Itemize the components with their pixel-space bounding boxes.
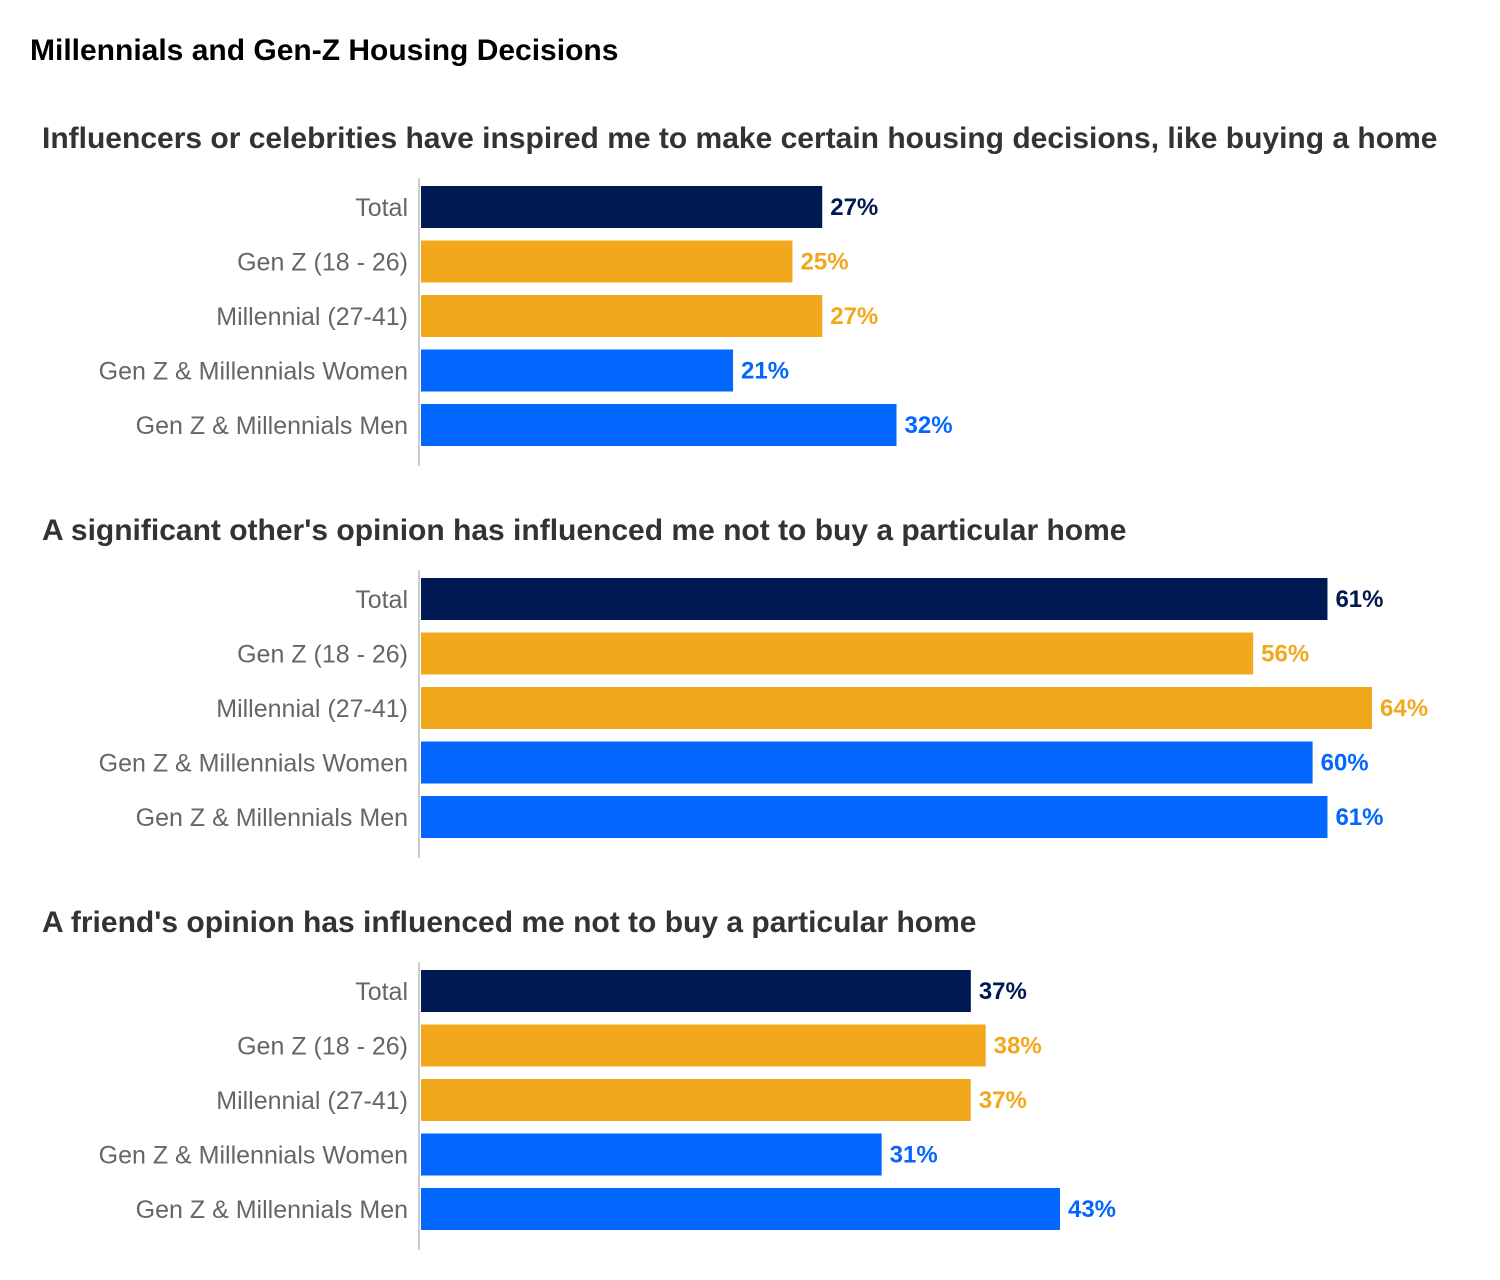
- chart-2-title: A significant other's opinion has influe…: [42, 514, 1127, 547]
- category-label: Millennial (27-41): [216, 1087, 408, 1115]
- data-label: 43%: [1068, 1196, 1116, 1223]
- chart-3-title: A friend's opinion has influenced me not…: [42, 906, 977, 939]
- category-label: Gen Z (18 - 26): [237, 249, 408, 277]
- data-label: 25%: [801, 249, 849, 276]
- bar: [421, 741, 1313, 784]
- category-label: Millennial (27-41): [216, 303, 408, 331]
- data-label: 21%: [741, 358, 789, 385]
- data-label: 27%: [830, 303, 878, 330]
- bar: [421, 295, 823, 337]
- bar: [421, 1133, 882, 1176]
- bar: [421, 349, 734, 392]
- bar: [421, 1024, 986, 1067]
- data-label: 37%: [979, 978, 1027, 1005]
- chart-1-title: Influencers or celebrities have inspired…: [42, 122, 1438, 155]
- category-label: Gen Z & Millennials Women: [99, 750, 408, 778]
- data-label: 31%: [890, 1142, 938, 1169]
- data-label: 56%: [1261, 641, 1309, 668]
- category-label: Gen Z & Millennials Men: [136, 804, 408, 832]
- category-label: Gen Z & Millennials Men: [136, 412, 408, 440]
- chart-2-bars: Total 61% Gen Z (18 - 26) 56% Millennial (27…: [99, 570, 1428, 858]
- data-label: 27%: [830, 194, 878, 221]
- category-label: Gen Z & Millennials Women: [99, 1142, 408, 1170]
- category-label: Gen Z (18 - 26): [237, 1033, 408, 1061]
- data-label: 61%: [1335, 804, 1383, 831]
- bar: [421, 186, 823, 228]
- bar: [421, 1079, 971, 1121]
- data-label: 38%: [994, 1033, 1042, 1060]
- chart-1-bars: Total 27% Gen Z (18 - 26) 25% Millennial (27…: [99, 178, 953, 466]
- category-label: Gen Z & Millennials Men: [136, 1196, 408, 1224]
- bar: [421, 970, 971, 1012]
- bar: [421, 240, 793, 283]
- category-label: Gen Z & Millennials Women: [99, 358, 408, 386]
- category-label: Millennial (27-41): [216, 695, 408, 723]
- category-label: Total: [355, 194, 408, 222]
- page-title: Millennials and Gen-Z Housing Decisions: [30, 34, 619, 67]
- category-label: Gen Z (18 - 26): [237, 641, 408, 669]
- bar: [421, 632, 1254, 675]
- data-label: 32%: [905, 412, 953, 439]
- category-label: Total: [355, 586, 408, 614]
- bar: [421, 578, 1328, 620]
- bar: [421, 687, 1373, 729]
- category-label: Total: [355, 978, 408, 1006]
- bar: [421, 1188, 1060, 1230]
- bar: [421, 404, 897, 446]
- data-label: 64%: [1380, 695, 1428, 722]
- bar: [421, 796, 1328, 838]
- chart-3-bars: Total 37% Gen Z (18 - 26) 38% Millennial (27…: [99, 962, 1116, 1250]
- data-label: 37%: [979, 1087, 1027, 1114]
- data-label: 60%: [1321, 750, 1369, 777]
- data-label: 61%: [1335, 586, 1383, 613]
